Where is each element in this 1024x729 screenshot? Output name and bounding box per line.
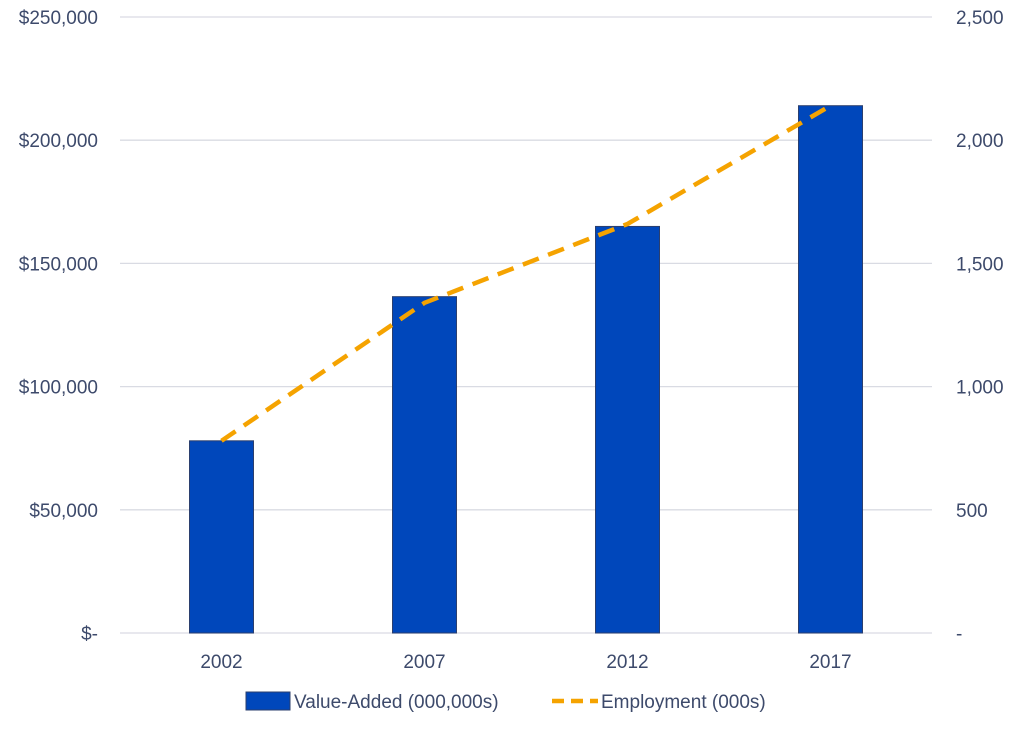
left-tick-label: $100,000	[19, 378, 98, 399]
x-tick-label: 2012	[606, 652, 648, 673]
right-tick-label: -	[956, 624, 962, 645]
left-tick-label: $250,000	[19, 8, 98, 29]
left-tick-label: $200,000	[19, 131, 98, 152]
x-tick-label: 2007	[403, 652, 445, 673]
legend-label-value-added: Value-Added (000,000s)	[294, 692, 499, 713]
employment-line	[220, 103, 832, 443]
legend-label-employment: Employment (000s)	[601, 692, 766, 713]
right-y-axis: - 500 1,000 1,500 2,000 2,500	[956, 8, 1004, 645]
x-tick-label: 2017	[809, 652, 851, 673]
employment-line-path	[220, 103, 832, 443]
right-tick-label: 2,000	[956, 131, 1004, 152]
bar-2012	[595, 225, 660, 634]
bar-2017	[798, 105, 863, 634]
value-added-bars	[189, 105, 863, 634]
bar-2007	[392, 296, 457, 634]
left-tick-label: $-	[81, 624, 98, 645]
x-axis: 2002 2007 2012 2017	[200, 652, 851, 673]
bar-2002	[189, 440, 254, 634]
left-y-axis: $- $50,000 $100,000 $150,000 $200,000 $250,00…	[19, 8, 98, 645]
right-tick-label: 1,000	[956, 378, 1004, 399]
gridlines	[120, 16, 932, 634]
legend: Value-Added (000,000s) Employment (000s)	[245, 691, 766, 713]
left-tick-label: $150,000	[19, 254, 98, 275]
right-tick-label: 2,500	[956, 8, 1004, 29]
x-tick-label: 2002	[200, 652, 242, 673]
right-tick-label: 1,500	[956, 254, 1004, 275]
right-tick-label: 500	[956, 501, 988, 522]
left-tick-label: $50,000	[29, 501, 98, 522]
legend-swatch-bar	[245, 691, 291, 711]
